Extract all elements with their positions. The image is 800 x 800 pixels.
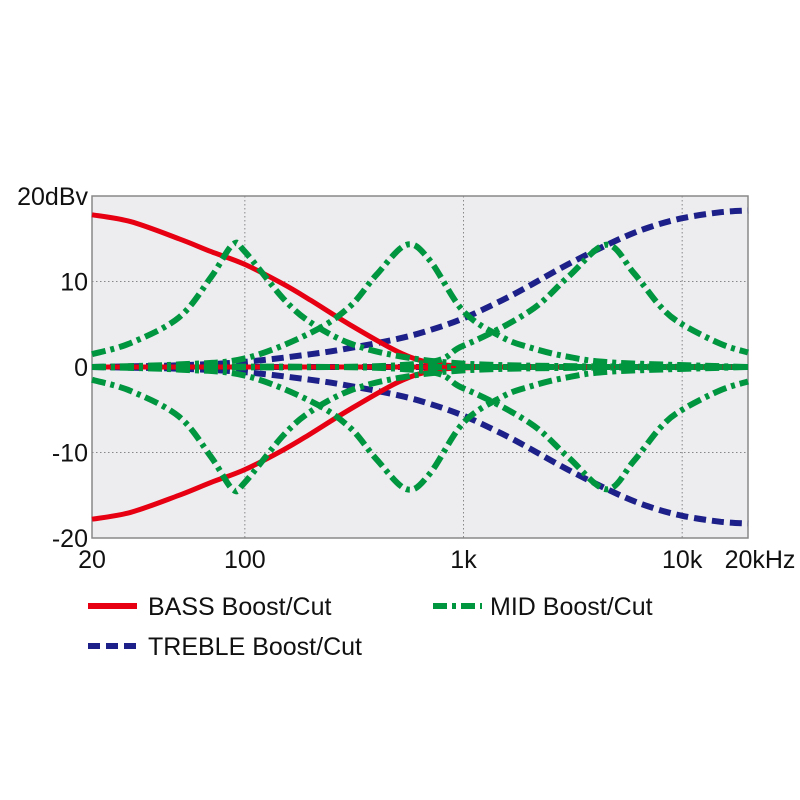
y-axis-ticks: 20dBv 10 0 -10 -20: [17, 183, 88, 553]
legend-label-mid: MID Boost/Cut: [490, 593, 653, 621]
x-tick-label: 1k: [450, 546, 477, 574]
y-tick-label: -20: [52, 525, 88, 553]
series-line-mid: [91, 363, 749, 493]
series-line-mid: [91, 241, 749, 371]
series-line-mid: [91, 364, 749, 493]
y-tick-label: 10: [60, 269, 88, 297]
legend-label-bass: BASS Boost/Cut: [148, 593, 331, 621]
legend-label-treble: TREBLE Boost/Cut: [148, 633, 362, 661]
series-layer: [91, 207, 749, 527]
x-tick-label: 20kHz: [725, 546, 796, 574]
y-tick-label: 20dBv: [17, 183, 88, 211]
y-tick-label: 0: [74, 354, 88, 382]
y-tick-label: -10: [52, 440, 88, 468]
series-line-mid: [91, 241, 749, 370]
series-line-treble: [91, 364, 749, 527]
x-tick-label: 20: [78, 546, 106, 574]
x-axis-ticks: 20 100 1k 10k 20kHz: [78, 546, 795, 574]
series-line-treble: [91, 207, 749, 370]
x-tick-label: 100: [224, 546, 266, 574]
x-tick-label: 10k: [662, 546, 703, 574]
legend: BASS Boost/Cut MID Boost/Cut TREBLE Boos…: [88, 593, 653, 661]
